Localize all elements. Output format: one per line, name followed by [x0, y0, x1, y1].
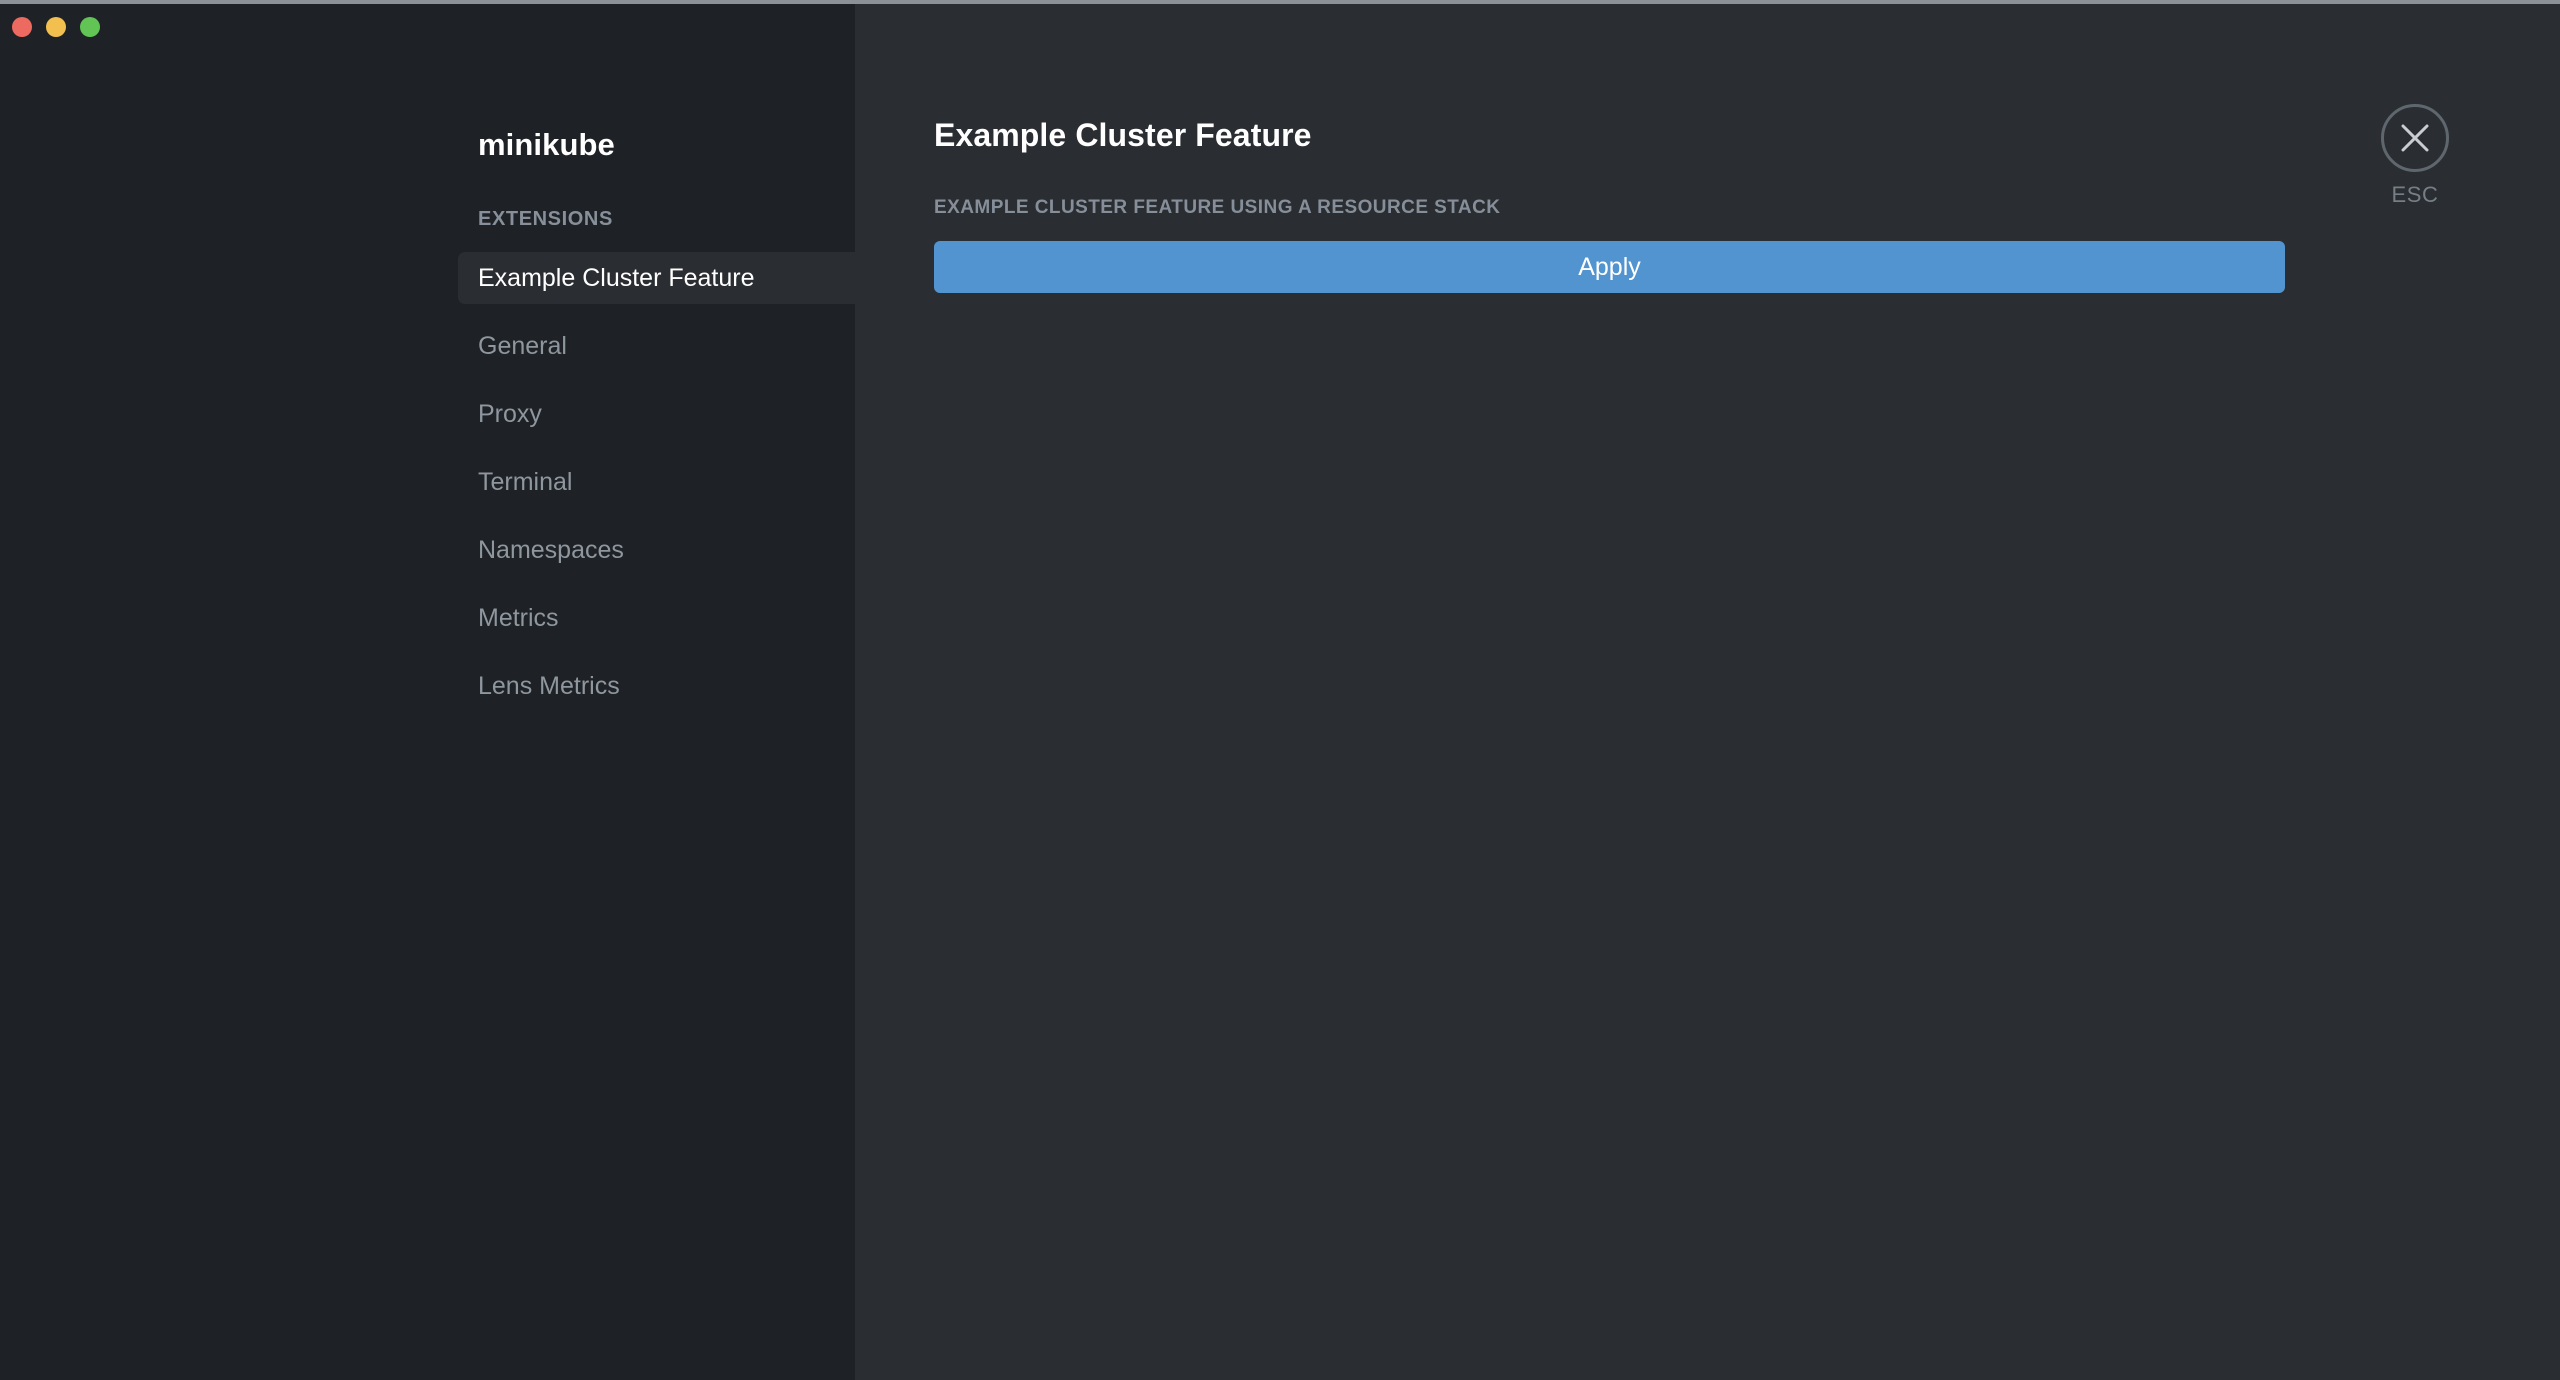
minimize-window-button[interactable]	[46, 17, 66, 37]
sidebar-item-namespaces[interactable]: Namespaces	[478, 536, 624, 564]
maximize-window-button[interactable]	[80, 17, 100, 37]
sidebar-nav: Example Cluster Feature General Proxy Te…	[0, 252, 855, 728]
main-content: Example Cluster Feature EXAMPLE CLUSTER …	[855, 4, 2560, 1380]
sidebar-item-terminal[interactable]: Terminal	[478, 468, 573, 496]
sidebar-item-lens-metrics[interactable]: Lens Metrics	[478, 672, 620, 700]
sidebar: minikube EXTENSIONS Example Cluster Feat…	[0, 4, 855, 1380]
close-window-button[interactable]	[12, 17, 32, 37]
cluster-name: minikube	[478, 127, 615, 162]
close-preferences-button[interactable]: ESC	[2365, 104, 2465, 206]
sidebar-item-proxy[interactable]: Proxy	[478, 400, 542, 428]
sidebar-section-header: EXTENSIONS	[478, 208, 613, 230]
sidebar-item-metrics[interactable]: Metrics	[478, 604, 559, 632]
window-top-edge	[0, 0, 2560, 4]
esc-label: ESC	[2391, 182, 2439, 207]
close-x-icon	[2381, 104, 2449, 172]
window-controls	[12, 17, 100, 37]
page-title: Example Cluster Feature	[934, 117, 1312, 153]
sidebar-item-example-cluster-feature[interactable]: Example Cluster Feature	[458, 252, 855, 304]
page-subtitle: EXAMPLE CLUSTER FEATURE USING A RESOURCE…	[934, 197, 1501, 218]
sidebar-item-general[interactable]: General	[478, 332, 567, 360]
apply-button[interactable]: Apply	[934, 241, 2285, 293]
